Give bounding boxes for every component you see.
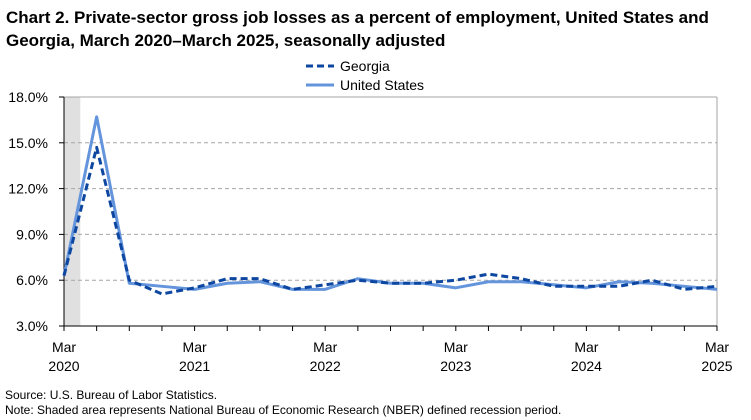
- x-tick-label: 2025: [701, 358, 732, 374]
- x-tick-label: 2021: [179, 358, 210, 374]
- x-tick-label: Mar: [574, 339, 598, 355]
- recession-shading: [64, 97, 81, 326]
- y-tick-label: 15.0%: [8, 135, 48, 151]
- chart-title: Chart 2. Private-sector gross job losses…: [6, 8, 709, 50]
- legend-label: United States: [340, 77, 424, 93]
- footnote: Note: Shaded area represents National Bu…: [5, 403, 562, 417]
- y-tick-label: 18.0%: [8, 89, 48, 105]
- series-line-georgia: [62, 145, 718, 296]
- x-tick-label: Mar: [52, 339, 76, 355]
- y-tick-label: 3.0%: [16, 318, 48, 334]
- y-tick-label: 6.0%: [16, 272, 48, 288]
- x-tick-label: 2023: [440, 358, 471, 374]
- legend-label: Georgia: [340, 58, 390, 74]
- series-line-united-states: [62, 115, 718, 291]
- source-note: Source: U.S. Bureau of Labor Statistics.: [5, 388, 218, 402]
- x-tick-label: Mar: [313, 339, 337, 355]
- x-tick-label: 2024: [571, 358, 602, 374]
- x-tick-label: 2020: [48, 358, 79, 374]
- y-tick-label: 12.0%: [8, 181, 48, 197]
- x-tick-label: Mar: [444, 339, 468, 355]
- x-tick-label: Mar: [183, 339, 207, 355]
- x-tick-label: Mar: [705, 339, 729, 355]
- y-tick-label: 9.0%: [16, 226, 48, 242]
- x-tick-label: 2022: [310, 358, 341, 374]
